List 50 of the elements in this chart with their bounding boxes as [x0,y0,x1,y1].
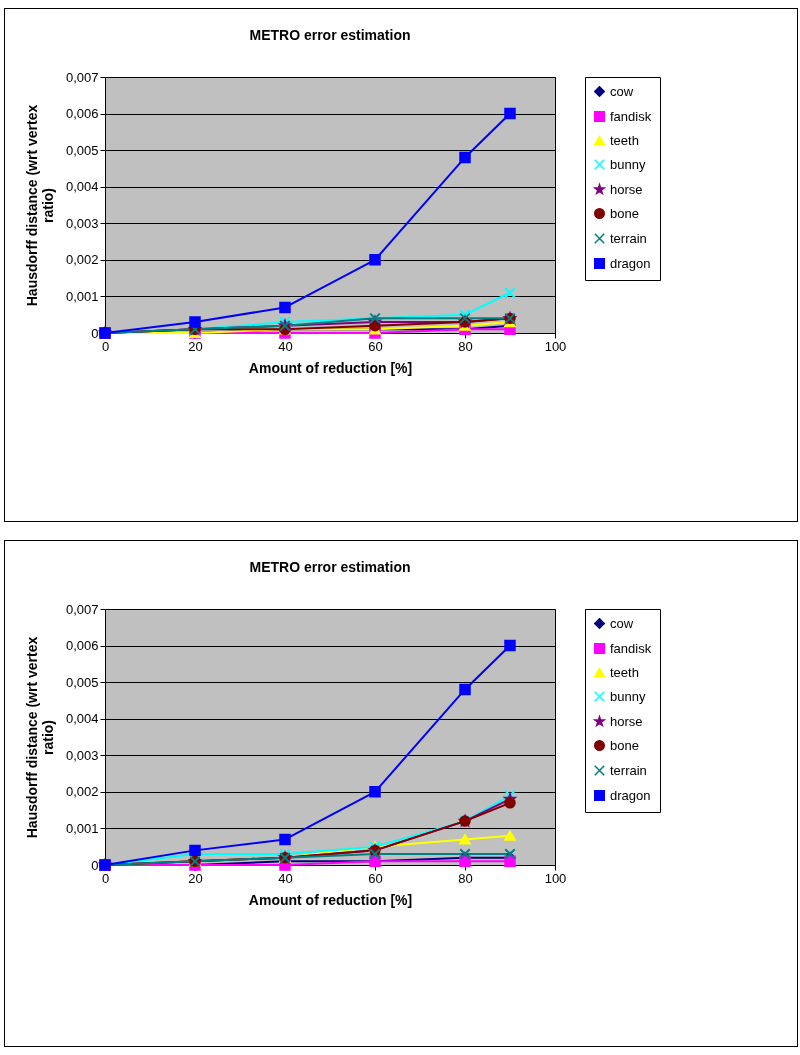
x-tick-label: 60 [368,338,383,354]
legend-label: horse [610,713,643,729]
legend-label: fandisk [610,108,652,124]
x-tick-label: 40 [278,870,293,886]
legend-label: bone [610,205,639,221]
x-axis-title: Amount of reduction [%] [248,359,413,376]
legend-label: terrain [610,762,647,778]
y-tick-label: 0,004 [65,179,99,195]
legend-label: bunny [610,688,646,704]
y-tick-label: 0,007 [65,69,99,85]
legend-label: bone [610,737,639,753]
chart-title: METRO error estimation [249,27,411,43]
legend-label: cow [610,83,634,99]
x-tick-label: 0 [101,338,110,354]
y-tick-label: 0,003 [65,747,99,763]
y-tick-label: 0,005 [65,142,99,158]
y-tick-label: 0 [91,857,99,873]
y-tick-label: 0,001 [65,820,99,836]
y-tick-label: 0,004 [65,711,99,727]
legend-label: dragon [610,787,651,803]
legend-label: bunny [610,156,646,172]
y-tick-label: 0,005 [65,674,99,690]
legend-label: horse [610,181,643,197]
x-tick-label: 100 [544,338,567,354]
y-tick-label: 0,001 [65,288,99,304]
legend-label: fandisk [610,640,652,656]
x-axis-title: Amount of reduction [%] [248,891,413,908]
x-tick-label: 20 [188,870,203,886]
y-tick-label: 0,002 [65,252,99,268]
chart-title: METRO error estimation [249,559,411,575]
x-tick-label: 20 [188,338,203,354]
y-tick-label: 0,007 [65,601,99,617]
legend-label: terrain [610,230,647,246]
y-axis-title: Hausdorff distance (wrt vertex ratio) [23,636,56,839]
y-axis-title: Hausdorff distance (wrt vertex ratio) [23,104,56,307]
y-tick-label: 0,006 [65,638,99,654]
y-tick-label: 0 [91,325,99,341]
y-tick-label: 0,003 [65,215,99,231]
x-tick-label: 40 [278,338,293,354]
legend-label: teeth [610,132,639,148]
legend-label: teeth [610,664,639,680]
x-tick-label: 0 [101,870,110,886]
x-tick-label: 60 [368,870,383,886]
x-tick-label: 80 [458,870,473,886]
legend-label: dragon [610,255,651,271]
legend-label: cow [610,615,634,631]
y-tick-label: 0,006 [65,106,99,122]
y-tick-label: 0,002 [65,784,99,800]
x-tick-label: 100 [544,870,567,886]
x-tick-label: 80 [458,338,473,354]
